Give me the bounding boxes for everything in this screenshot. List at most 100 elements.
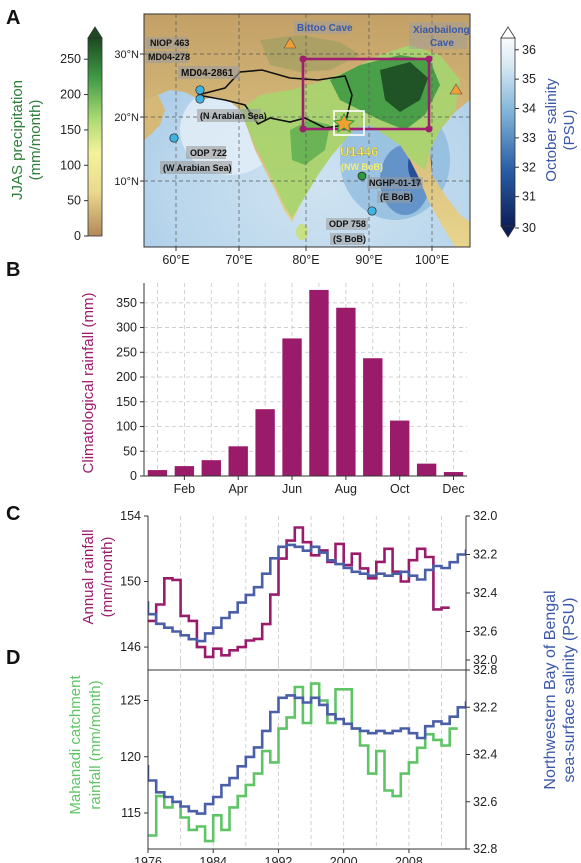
- bar: [443, 472, 464, 476]
- right-y-tick-label: 32.2: [473, 700, 497, 714]
- y-tick-label: 50: [123, 444, 137, 458]
- bar: [174, 466, 195, 476]
- site-odp758: ODP 758: [329, 219, 366, 229]
- odp722-marker: [169, 133, 179, 143]
- y-tick-label: 350: [116, 296, 137, 310]
- left-y-tick-label: 150: [120, 575, 141, 589]
- salinity-tick-label: 34: [522, 102, 536, 116]
- bar: [390, 420, 410, 476]
- lon-tick-label: 80°E: [292, 253, 319, 267]
- chart-c: 146 150 154 32.0 32.2 32.4 32.6 32.8: [120, 509, 497, 677]
- left-y-tick-label: 120: [120, 750, 141, 764]
- site-u1446: U1446: [340, 144, 378, 159]
- chart-d: 115 120 125 32.0 32.2 32.4 32.6 32.8 1976 1984 199…: [120, 653, 497, 863]
- salinity-series-line: [148, 543, 466, 643]
- x-tick-label: 1976: [134, 855, 162, 863]
- chart-b: 0 50 100 150 200 250 300 350 Feb Apr Jun Aug Oct Dec: [116, 283, 467, 496]
- site-n-arabian: (N Arabian Sea): [200, 111, 267, 121]
- u1446-star-icon: [332, 112, 356, 134]
- chart-d-ylabel: Mahanadi catchment: [67, 675, 84, 815]
- site-nghp: NGHP-01-17: [369, 178, 421, 188]
- right-y-tick-label: 32.0: [473, 653, 497, 667]
- site-bittoo-cave: Bittoo Cave: [297, 23, 353, 34]
- x-tick-label: 2008: [395, 855, 423, 863]
- x-tick-label: Apr: [228, 482, 247, 496]
- right-y-tick-label: 32.4: [473, 586, 497, 600]
- xiaobailong-cave-marker: [449, 83, 463, 95]
- site-xiaobailong-cave: Xiaobailong: [413, 25, 470, 36]
- bar: [416, 463, 437, 476]
- y-tick-label: 0: [130, 469, 137, 483]
- lat-tick-label: 10°N: [114, 176, 139, 188]
- precip-tick-label: 150: [60, 123, 81, 137]
- site-w-arabian: (W Arabian Sea): [163, 163, 232, 173]
- chart-c-ylabel: Annual rainfall: [80, 529, 97, 624]
- right-y-tick-label: 32.8: [473, 663, 497, 677]
- x-tick-label: 1992: [265, 855, 293, 863]
- left-y-tick-label: 154: [120, 509, 141, 523]
- site-niop463: NIOP 463: [150, 38, 189, 48]
- salinity-tick-label: 32: [522, 160, 536, 174]
- rainfall-series-line: [148, 682, 458, 843]
- panel-label-d: D: [6, 647, 20, 669]
- lat-tick-label: 30°N: [114, 49, 139, 61]
- right-y-tick-label: 32.6: [473, 795, 497, 809]
- salinity-tick-label: 33: [522, 131, 536, 145]
- salinity-colorbar-units: (PSU): [561, 110, 578, 151]
- bar: [228, 446, 248, 476]
- x-tick-label: Dec: [442, 482, 464, 496]
- bar: [336, 307, 356, 476]
- left-y-tick-label: 146: [120, 640, 141, 654]
- map-labels: NIOP 463 MD04-278 MD04-2861 (N Arabian S…: [146, 21, 470, 245]
- salinity-colorbar-label: October salinity: [543, 78, 560, 182]
- precip-colorbar: 0 50 100 150 200 250 JJAS precipitation (mm/m…: [9, 26, 103, 243]
- bar: [147, 470, 168, 476]
- salinity-series-line: [148, 694, 466, 815]
- left-y-tick-label: 125: [120, 694, 141, 708]
- y-tick-label: 150: [116, 395, 137, 409]
- n-arabian-marker: [195, 94, 205, 104]
- x-tick-label: Feb: [174, 482, 196, 496]
- rainfall-series-line: [148, 526, 450, 659]
- site-md04-278: MD04-278: [148, 52, 190, 62]
- precip-tick-label: 0: [74, 229, 81, 243]
- bar: [282, 338, 302, 476]
- bar: [201, 460, 221, 476]
- map-markers: [169, 37, 463, 216]
- bar: [255, 409, 275, 476]
- site-odp722: ODP 722: [190, 148, 227, 158]
- site-s-bob: (S BoB): [333, 234, 366, 244]
- y-tick-label: 250: [116, 345, 137, 359]
- map-lat-ticks: 10°N 20°N 30°N: [114, 49, 144, 188]
- chart-d-ylabel-units: rainfall (mm/month): [87, 680, 104, 809]
- precip-tick-label: 50: [67, 194, 81, 208]
- bar: [363, 358, 383, 476]
- site-md04-2861: MD04-2861: [181, 68, 234, 79]
- precip-colorbar-label: JJAS precipitation: [9, 80, 26, 200]
- salinity-tick-label: 36: [522, 43, 536, 57]
- x-tick-label: Jun: [282, 482, 302, 496]
- lon-tick-label: 70°E: [225, 253, 252, 267]
- chart-b-ylabel: Climatological rainfall (mm): [80, 293, 97, 474]
- map-frame: [143, 13, 471, 248]
- salinity-axis-label-units: sea-surface salinity (PSU): [561, 598, 578, 783]
- precip-tick-label: 250: [60, 52, 81, 66]
- map-lon-ticks: 60°E 70°E 80°E 90°E 100°E: [162, 247, 449, 267]
- right-y-tick-label: 32.0: [473, 509, 497, 523]
- site-nw-bob: (NW BoB): [341, 162, 383, 172]
- right-y-tick-label: 32.8: [473, 842, 497, 856]
- md04-2861-marker: [195, 85, 205, 95]
- chart-c-ylabel-units: (mm/month): [99, 537, 116, 618]
- panel-label-a: A: [6, 7, 20, 29]
- x-tick-label: Aug: [335, 482, 357, 496]
- lon-tick-label: 60°E: [162, 253, 189, 267]
- site-xiaobailong-cave-2: Cave: [430, 38, 454, 49]
- y-tick-label: 200: [116, 370, 137, 384]
- x-tick-label: Oct: [390, 482, 410, 496]
- precip-tick-label: 200: [60, 88, 81, 102]
- odp758-marker: [367, 206, 377, 216]
- lat-tick-label: 20°N: [114, 112, 139, 124]
- y-tick-label: 100: [116, 420, 137, 434]
- bittoo-cave-marker: [283, 37, 297, 49]
